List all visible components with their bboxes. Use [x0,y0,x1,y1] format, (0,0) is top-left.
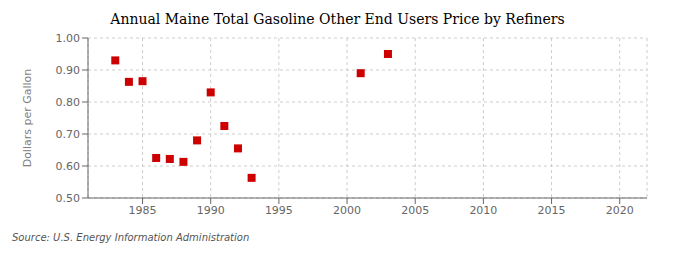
svg-text:Dollars per Gallon: Dollars per Gallon [21,69,34,168]
svg-text:1990: 1990 [197,204,225,217]
svg-text:2010: 2010 [469,204,497,217]
svg-text:1985: 1985 [129,204,157,217]
html-text:Source: U.S. Energy Informatio: Source: U.S. Energy Information Administ… [12,232,250,243]
svg-text:2005: 2005 [401,204,429,217]
svg-text:0.80: 0.80 [56,96,81,109]
svg-text:1995: 1995 [265,204,293,217]
svg-text:0.60: 0.60 [56,160,81,173]
svg-text:0.70: 0.70 [56,128,81,141]
svg-text:2015: 2015 [538,204,566,217]
svg-text:2000: 2000 [333,204,361,217]
svg-text:0.90: 0.90 [56,64,81,77]
svg-text:1.00: 1.00 [56,32,81,45]
html-text:Annual Maine Total Gasoline Ot: Annual Maine Total Gasoline Other End Us… [110,11,565,27]
svg-text:2020: 2020 [606,204,634,217]
svg-text:0.50: 0.50 [56,192,81,205]
